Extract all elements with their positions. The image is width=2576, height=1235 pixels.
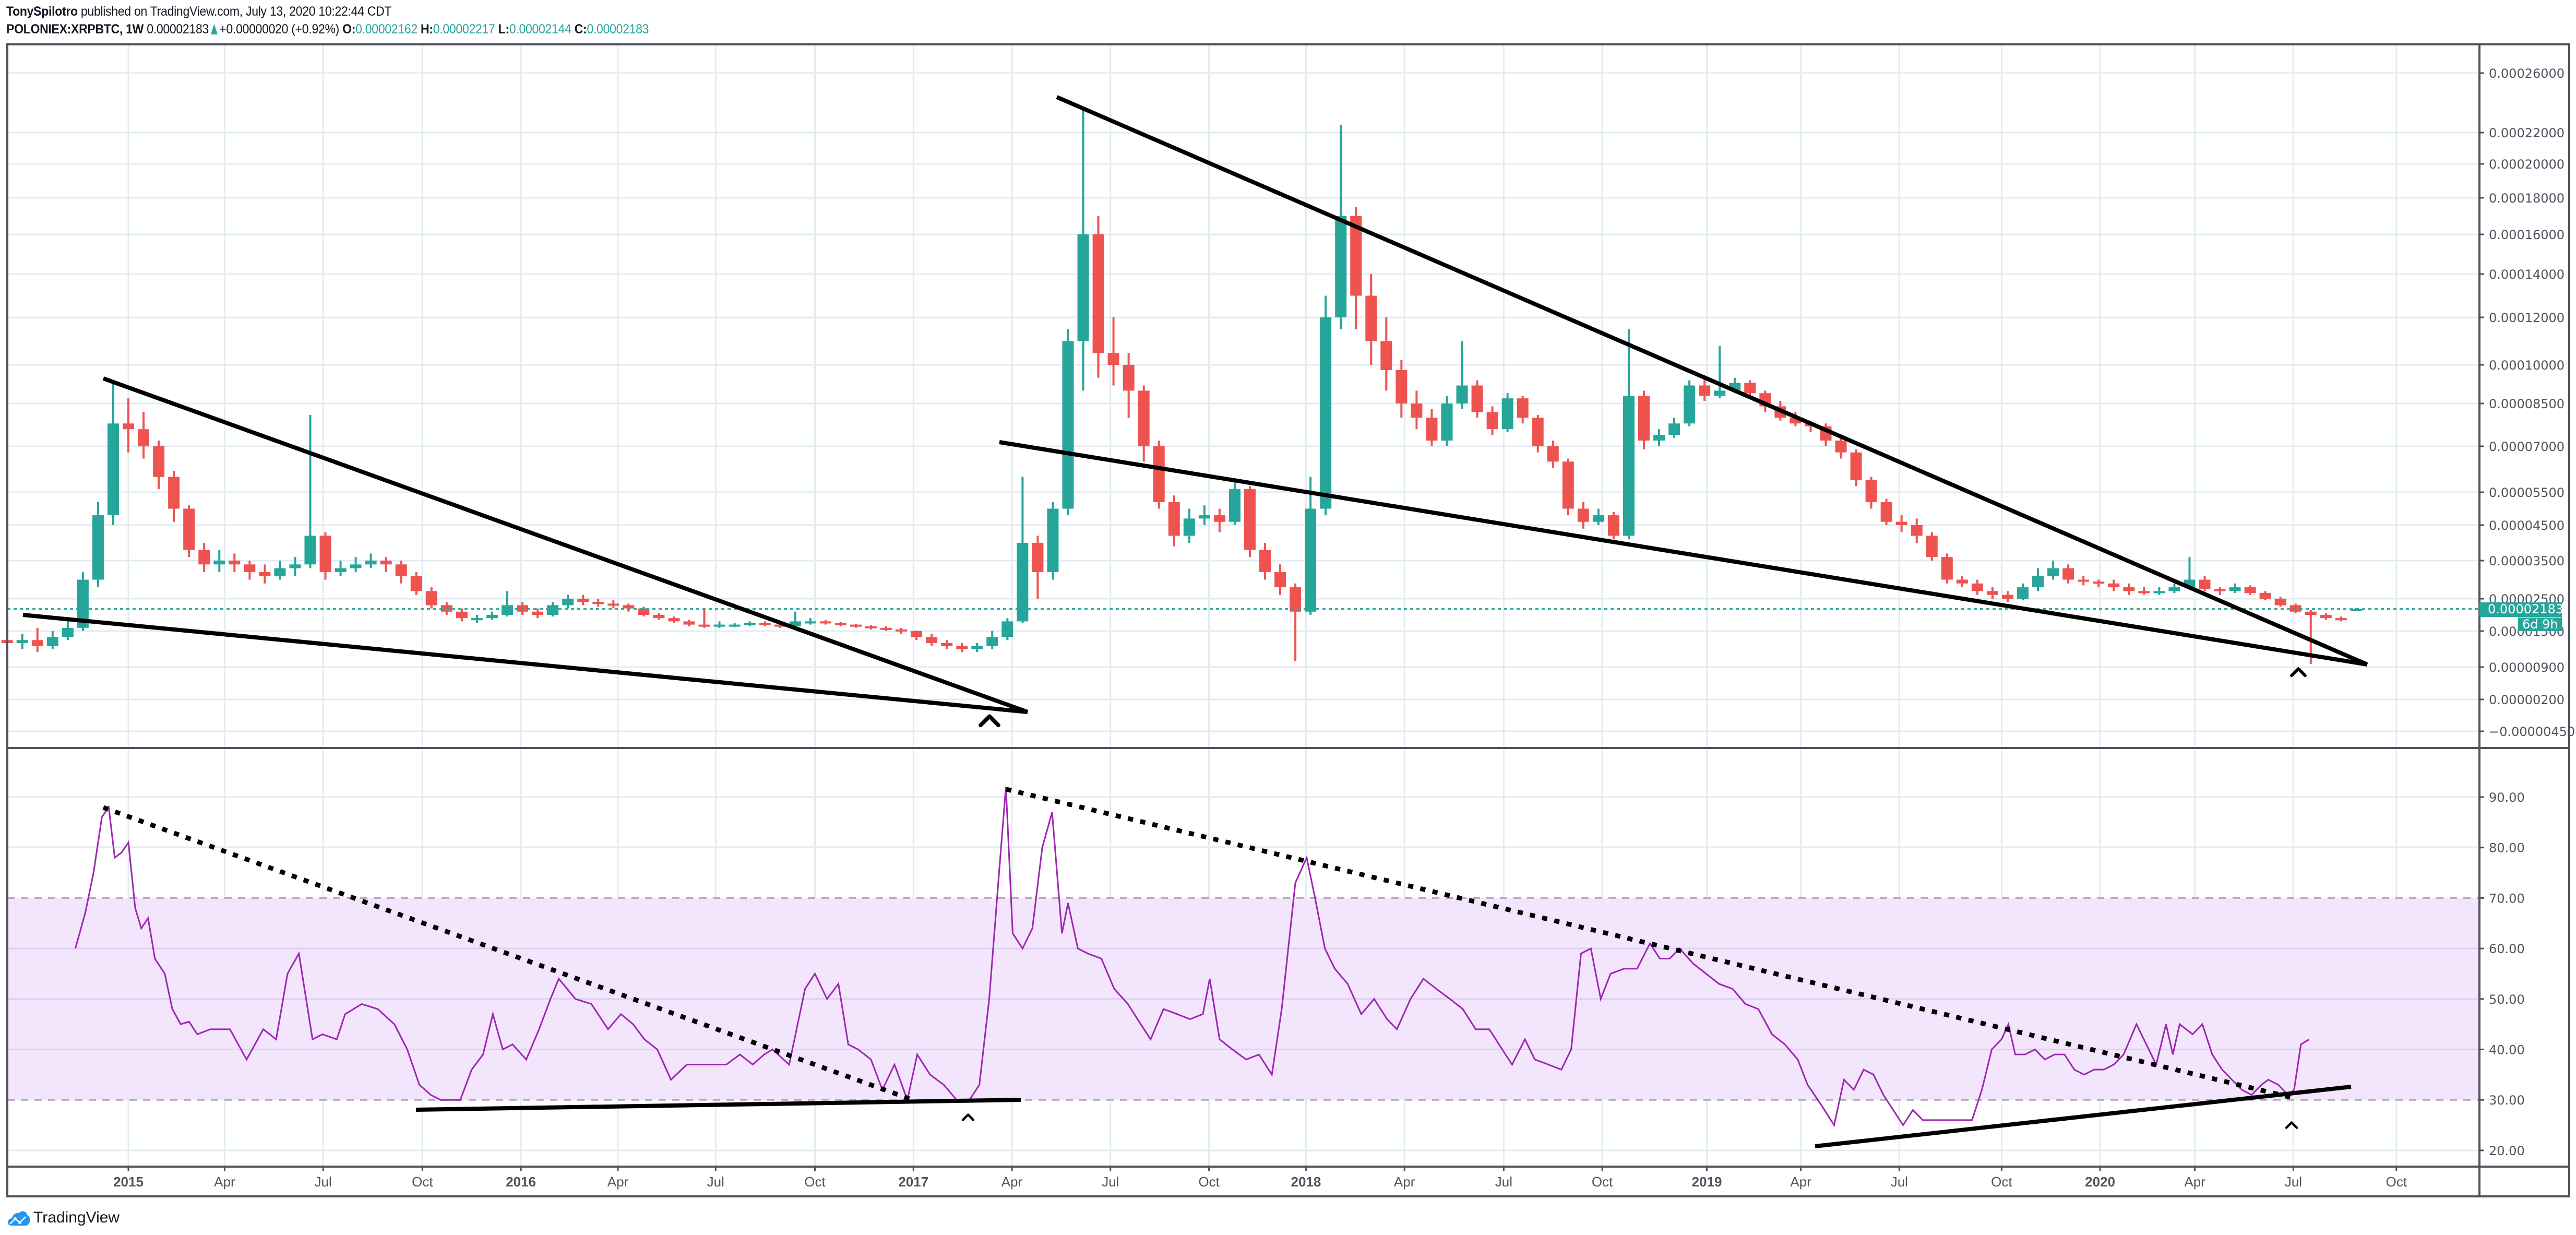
time-tick-label: Oct	[1592, 1174, 1613, 1190]
time-tick-label: 2016	[506, 1174, 536, 1190]
price-tick-label: 0.00000200	[2489, 693, 2565, 707]
publish-text: published on TradingView.com, July 13, 2…	[80, 4, 392, 19]
rsi-trendline-dotted-2[interactable]	[1005, 787, 2296, 1101]
time-tick-label: Jul	[1891, 1174, 1908, 1190]
rsi-band-lines	[7, 897, 2479, 1101]
price-tick-label: 0.00014000	[2489, 267, 2565, 282]
time-tick-label: 2019	[1692, 1174, 1722, 1190]
caret-up-icon	[2285, 1121, 2298, 1129]
time-tick-label: 2015	[113, 1174, 144, 1190]
price-tick-label: −0.00000450	[2489, 725, 2575, 739]
price-tick-label: 0.00007000	[2489, 440, 2565, 454]
time-tick-label: Oct	[804, 1174, 826, 1190]
pane-borders	[6, 43, 2570, 1197]
time-tick-label: Apr	[607, 1174, 629, 1190]
bar-countdown-label: 6d 9h	[2518, 617, 2562, 631]
symbol-label: POLONIEX:XRPBTC, 1W	[6, 22, 144, 37]
price-tick-label: 0.00020000	[2489, 157, 2565, 172]
author-name[interactable]: TonySpilotro	[6, 4, 78, 19]
rsi-axis[interactable]: 90.00 80.00 70.00 60.00 50.00 40.00 30.00 20.00	[2479, 790, 2525, 1158]
rsi-tick-label: 90.00	[2489, 790, 2525, 805]
price-candles	[1, 110, 2362, 664]
last-price: 0.00002183	[147, 22, 209, 37]
rsi-tick-label: 80.00	[2489, 841, 2525, 856]
time-tick-label: Apr	[1001, 1174, 1023, 1190]
time-tick-label: 2018	[1291, 1174, 1321, 1190]
current-price-label: 0.00002183	[2479, 602, 2563, 617]
high-label: H:	[421, 22, 433, 37]
price-tick-label: 0.00018000	[2489, 191, 2565, 206]
tradingview-cloud-icon	[8, 1211, 30, 1226]
caret-up-icon	[2290, 667, 2307, 678]
price-tick-label: 0.00003500	[2489, 554, 2565, 568]
arrow-up-icon	[210, 24, 218, 34]
trendline-2014-lower[interactable]	[22, 613, 1028, 714]
rsi-trendline-support-2[interactable]	[1815, 1085, 2352, 1148]
time-tick-label: Jul	[707, 1174, 724, 1190]
rsi-tick-label: 20.00	[2489, 1144, 2525, 1158]
price-tick-label: 0.00026000	[2489, 66, 2565, 81]
time-tick-label: Oct	[1991, 1174, 2012, 1190]
time-tick-label: Oct	[1198, 1174, 1220, 1190]
time-axis[interactable]: 2015 Apr Jul Oct 2016 Apr Jul Oct 2017 Apr Jul Oct 2…	[113, 1167, 2407, 1190]
time-tick-label: Oct	[412, 1174, 433, 1190]
time-tick-label: Oct	[2386, 1174, 2407, 1190]
time-tick-label: 2020	[2085, 1174, 2115, 1190]
publish-info: TonySpilotro published on TradingView.co…	[6, 3, 391, 20]
high-value: 0.00002217	[433, 22, 495, 37]
price-axis[interactable]: 0.00026000 0.00022000 0.00020000 0.00018000…	[2479, 66, 2575, 739]
rsi-line	[74, 787, 2310, 1127]
time-tick-label: Apr	[2184, 1174, 2205, 1190]
rsi-tick-label: 70.00	[2489, 891, 2525, 906]
rsi-tick-label: 30.00	[2489, 1093, 2525, 1108]
open-value: 0.00002162	[355, 22, 418, 37]
trendline-2017-lower[interactable]	[999, 440, 2368, 667]
legend-row: POLONIEX:XRPBTC, 1W 0.00002183 +0.0000002…	[6, 21, 649, 38]
rsi-tick-label: 50.00	[2489, 992, 2525, 1007]
caret-up-icon	[979, 714, 1000, 728]
open-label: O:	[342, 22, 356, 37]
price-tick-label: 0.00022000	[2489, 126, 2565, 140]
rsi-trendline-support-1[interactable]	[415, 1098, 1021, 1112]
rsi-tick-label: 60.00	[2489, 942, 2525, 956]
time-tick-label: Apr	[1394, 1174, 1415, 1190]
time-tick-label: 2017	[898, 1174, 928, 1190]
time-tick-label: Jul	[1495, 1174, 1512, 1190]
price-tick-label: 0.00005500	[2489, 485, 2565, 500]
price-change: +0.00000020 (+0.92%)	[219, 22, 340, 37]
low-value: 0.00002144	[509, 22, 571, 37]
price-tick-label: 0.00008500	[2489, 397, 2565, 411]
time-tick-label: Jul	[1102, 1174, 1119, 1190]
close-value: 0.00002183	[587, 22, 649, 37]
price-tick-label: 0.00016000	[2489, 228, 2565, 242]
close-label: C:	[574, 22, 587, 37]
price-tick-label: 0.00012000	[2489, 311, 2565, 325]
time-tick-label: Apr	[1790, 1174, 1811, 1190]
caret-up-icon	[961, 1113, 975, 1121]
time-tick-label: Jul	[2285, 1174, 2302, 1190]
time-tick-label: Jul	[315, 1174, 332, 1190]
price-tick-label: 0.00000900	[2489, 660, 2565, 675]
low-label: L:	[498, 22, 509, 37]
time-tick-label: Apr	[214, 1174, 235, 1190]
price-tick-label: 0.00004500	[2489, 518, 2565, 533]
trendline-2014-upper[interactable]	[102, 376, 1029, 714]
rsi-trendline-dotted-1[interactable]	[102, 805, 913, 1102]
price-tick-label: 0.00010000	[2489, 358, 2565, 373]
trendline-2017-upper[interactable]	[1056, 95, 2368, 667]
trendline-drawings[interactable]	[22, 95, 2368, 1148]
rsi-tick-label: 40.00	[2489, 1043, 2525, 1058]
tradingview-logo[interactable]: TradingView	[7, 1209, 120, 1227]
tradingview-wordmark: TradingView	[33, 1209, 120, 1226]
